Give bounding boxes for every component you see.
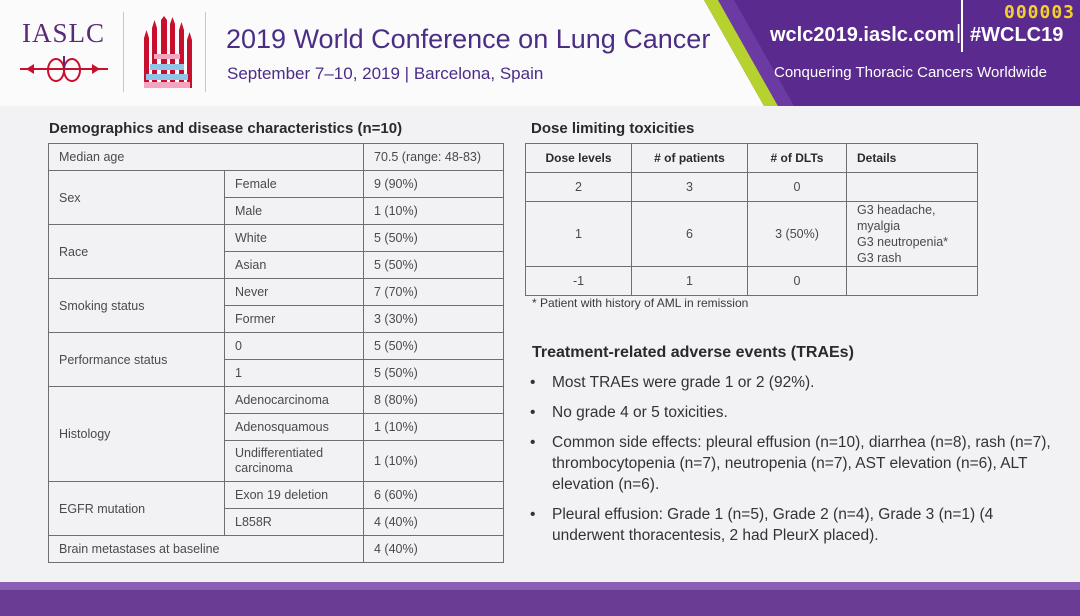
cell-details — [846, 172, 978, 202]
cell-dose: 1 — [525, 201, 632, 267]
column-header: Details — [846, 143, 978, 173]
cell-value: 5 (50%) — [363, 224, 504, 252]
cell-details — [846, 266, 978, 296]
column-header: # of patients — [631, 143, 748, 173]
dlt-footnote: * Patient with history of AML in remissi… — [532, 296, 749, 310]
table-row: Median age 70.5 (range: 48-83) — [48, 143, 504, 171]
footer-band — [0, 582, 1080, 590]
conference-date-location: September 7–10, 2019 | Barcelona, Spain — [227, 64, 544, 83]
sagrada-familia-logo-icon — [144, 16, 192, 88]
banner-divider: | — [956, 22, 962, 44]
detail-line: G3 neutropenia* — [857, 235, 949, 249]
cell-dlts: 0 — [747, 172, 847, 202]
table-row: 2 3 0 — [525, 172, 978, 202]
header-divider — [123, 12, 124, 92]
conference-hashtag: #WCLC19 — [970, 24, 1064, 46]
table-row: Asian 5 (50%) — [49, 251, 504, 279]
cell-value: 4 (40%) — [363, 535, 504, 563]
cell-dose: -1 — [525, 266, 632, 296]
row-label: Histology — [48, 386, 225, 482]
sub-label: 0 — [224, 332, 364, 360]
trae-bullet-list: Most TRAEs were grade 1 or 2 (92%). No g… — [528, 372, 1058, 555]
column-header: # of DLTs — [747, 143, 847, 173]
table-row: Histology Adenocarcinoma 8 (80%) — [48, 386, 504, 482]
dlt-title: Dose limiting toxicities — [531, 120, 695, 137]
iaslc-logo-text: IASLC — [22, 18, 106, 48]
row-label: Performance status — [48, 332, 225, 387]
sub-label: Male — [224, 197, 364, 225]
slide-counter: 000003 — [1004, 2, 1076, 23]
demographics-table: Median age 70.5 (range: 48-83) Sex Femal… — [48, 143, 504, 563]
dlt-table: Dose levels # of patients # of DLTs Deta… — [525, 143, 978, 296]
demographics-title: Demographics and disease characteristics… — [49, 120, 403, 137]
cell-value: 6 (60%) — [363, 481, 504, 509]
table-header-row: Dose levels # of patients # of DLTs Deta… — [525, 143, 978, 173]
cell-value: 5 (50%) — [363, 332, 504, 360]
cell-value: 5 (50%) — [363, 251, 504, 279]
cell-value: 7 (70%) — [363, 278, 504, 306]
detail-line: G3 headache, myalgia — [857, 203, 936, 233]
conference-title: 2019 World Conference on Lung Cancer — [226, 24, 711, 54]
cell-dlts: 3 (50%) — [747, 201, 847, 267]
list-item: Pleural effusion: Grade 1 (n=5), Grade 2… — [528, 504, 1058, 546]
cell-dose: 2 — [525, 172, 632, 202]
row-label: Sex — [48, 170, 225, 225]
table-row: Performance status 0 5 (50%) — [48, 332, 504, 387]
cell-value: 1 (10%) — [363, 197, 504, 225]
row-label: EGFR mutation — [48, 481, 225, 536]
list-item: Common side effects: pleural effusion (n… — [528, 432, 1058, 495]
table-row: Smoking status Never 7 (70%) — [48, 278, 504, 333]
table-row: Sex Female 9 (90%) — [48, 170, 504, 225]
sub-label: Exon 19 deletion — [224, 481, 364, 509]
row-label: Brain metastases at baseline — [48, 535, 364, 563]
table-row: Brain metastases at baseline 4 (40%) — [48, 535, 504, 563]
list-item: No grade 4 or 5 toxicities. — [528, 402, 1058, 423]
sub-label: Adenosquamous — [224, 413, 364, 441]
sub-label: Adenocarcinoma — [224, 386, 364, 414]
cell-value: 3 (30%) — [363, 305, 504, 333]
slide-header: IASLC 2019 World Conference on Lung Canc… — [0, 0, 1080, 106]
table-row: Former 3 (30%) — [49, 305, 504, 333]
cell-patients: 3 — [631, 172, 748, 202]
conference-website: wclc2019.iaslc.com — [770, 24, 955, 46]
sub-label: White — [224, 224, 364, 252]
header-divider — [205, 12, 206, 92]
table-row: 1 6 3 (50%) G3 headache, myalgia G3 neut… — [525, 201, 978, 267]
cell-details: G3 headache, myalgia G3 neutropenia* G3 … — [846, 201, 978, 267]
lungs-logo-icon — [20, 56, 108, 82]
table-row: Adenosquamous 1 (10%) — [49, 413, 504, 441]
cell-value: 1 (10%) — [363, 440, 504, 482]
sub-label: Undifferentiated carcinoma — [224, 440, 364, 482]
column-header: Dose levels — [525, 143, 632, 173]
cell-value: 9 (90%) — [363, 170, 504, 198]
row-label: Smoking status — [48, 278, 225, 333]
sub-label: 1 — [224, 359, 364, 387]
table-row: -1 1 0 — [525, 266, 978, 296]
cell-value: 5 (50%) — [363, 359, 504, 387]
cell-value: 8 (80%) — [363, 386, 504, 414]
table-row: Race White 5 (50%) — [48, 224, 504, 279]
cell-dlts: 0 — [747, 266, 847, 296]
cell-patients: 1 — [631, 266, 748, 296]
list-item: Most TRAEs were grade 1 or 2 (92%). — [528, 372, 1058, 393]
cell-value: 1 (10%) — [363, 413, 504, 441]
detail-line: G3 rash — [857, 251, 902, 265]
sub-label: L858R — [224, 508, 364, 536]
cell-patients: 6 — [631, 201, 748, 267]
conference-slogan: Conquering Thoracic Cancers Worldwide — [774, 64, 1047, 81]
table-row: 1 5 (50%) — [49, 359, 504, 387]
sub-label: Never — [224, 278, 364, 306]
sub-label: Asian — [224, 251, 364, 279]
sub-label: Former — [224, 305, 364, 333]
cell-value: 70.5 (range: 48-83) — [363, 143, 504, 171]
row-label: Median age — [48, 143, 364, 171]
sub-label: Female — [224, 170, 364, 198]
table-row: L858R 4 (40%) — [49, 508, 504, 536]
trae-title: Treatment-related adverse events (TRAEs) — [532, 344, 854, 361]
row-label: Race — [48, 224, 225, 279]
cell-value: 4 (40%) — [363, 508, 504, 536]
banner-background — [704, 0, 1080, 106]
table-row: EGFR mutation Exon 19 deletion 6 (60%) — [48, 481, 504, 536]
header-banner — [704, 0, 1080, 106]
